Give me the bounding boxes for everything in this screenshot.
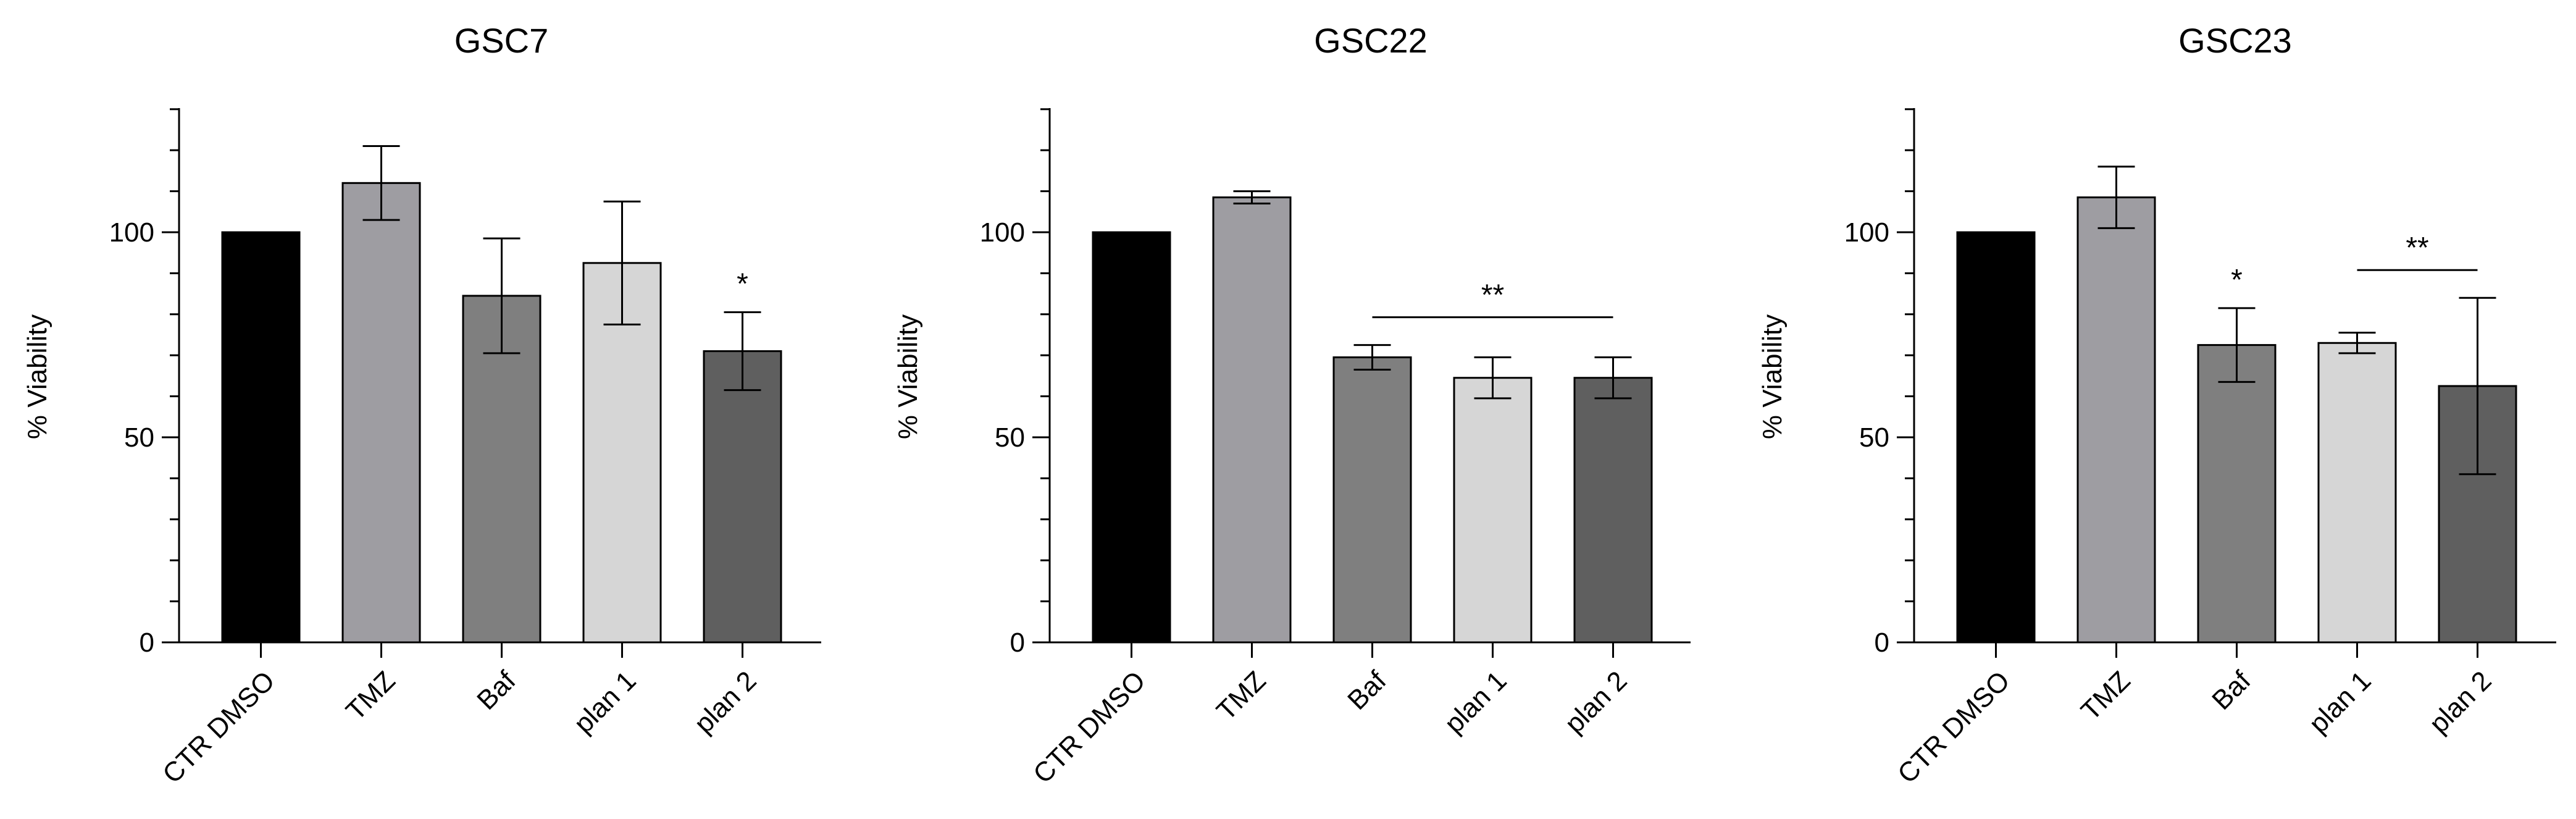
x-tick-label: plan 2 [1559,665,1633,739]
chart-panel-0: GSC7 % Viability 0 50 100 CTR DMSO TMZ Baf plan … [22,21,821,789]
x-tick-label: Baf [1342,665,1392,716]
bar-plan-2 [703,350,782,644]
x-tick-label: plan 2 [2423,665,2497,739]
y-axis-label: % Viability [22,314,52,439]
chart-title: GSC23 [2178,21,2292,60]
bar-plan-2 [1573,377,1653,644]
significance-marker: * [2231,264,2243,296]
bar-tmz [1212,196,1292,644]
x-tick-label: TMZ [2075,665,2136,726]
y-tick-label: 100 [980,217,1025,248]
x-tick-label: Baf [471,665,522,716]
bar-plan-1 [2317,342,2397,644]
x-tick-label: CTR DMSO [1892,665,2016,789]
bar-baf [1332,356,1412,644]
y-tick-label: 0 [1875,628,1889,658]
bar-plan-1 [1453,377,1533,644]
y-tick-label: 50 [124,422,154,453]
chart-title: GSC22 [1314,21,1428,60]
significance-marker: ** [1481,279,1504,312]
bar-ctr-dmso [1092,231,1171,644]
x-tick-label: TMZ [1211,665,1272,726]
y-tick-label: 100 [1844,217,1889,248]
x-tick-label: CTR DMSO [1027,665,1152,789]
y-tick-label: 0 [140,628,154,658]
x-tick-label: Baf [2206,665,2257,716]
y-tick-label: 100 [109,217,154,248]
bar-baf [462,295,542,644]
x-tick-label: plan 1 [568,665,642,739]
bar-ctr-dmso [1956,231,2036,644]
y-tick-label: 50 [995,422,1025,453]
y-tick-label: 50 [1859,422,1889,453]
bar-tmz [2076,196,2156,644]
chart-title: GSC7 [454,21,549,60]
x-tick-label: plan 1 [2303,665,2377,739]
x-tick-label: plan 1 [1439,665,1512,739]
bar-tmz [341,182,421,644]
bar-ctr-dmso [221,231,301,644]
y-axis-label: % Viability [893,314,923,439]
x-tick-label: CTR DMSO [157,665,281,789]
y-axis-label: % Viability [1757,314,1788,439]
x-tick-label: plan 2 [688,665,762,739]
bar-baf [2197,344,2277,644]
y-tick-label: 0 [1010,628,1025,658]
x-tick-label: TMZ [340,665,401,726]
significance-marker: ** [2406,232,2428,264]
significance-marker: * [737,267,748,300]
